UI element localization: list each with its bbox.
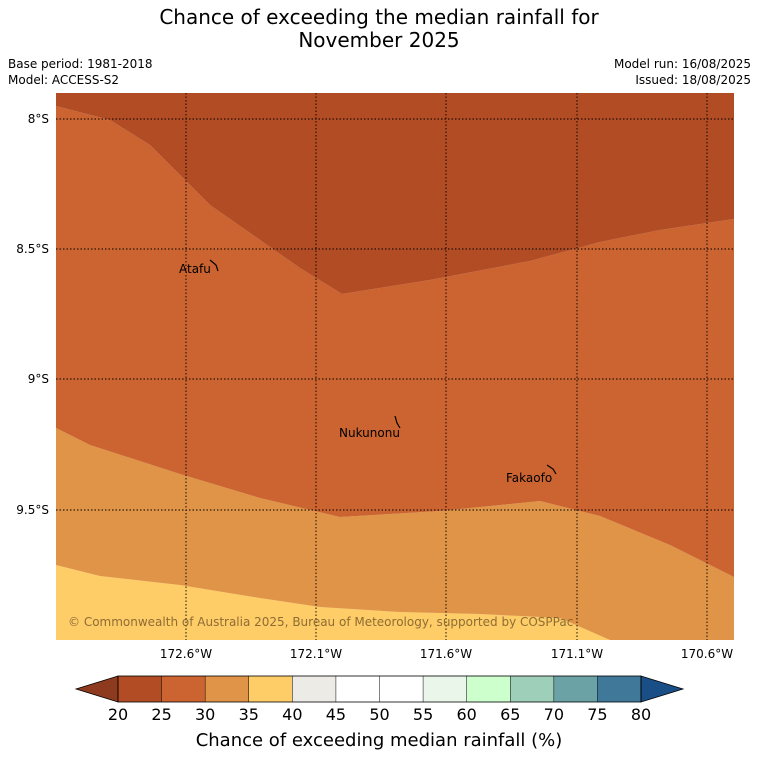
colorbar-tick-label: 50 <box>369 705 389 724</box>
colorbar-tick-label: 30 <box>195 705 215 724</box>
lat-label-9s: 9°S <box>28 372 49 386</box>
colorbar-segment <box>335 676 380 702</box>
model-run-date: Model run: 16/08/2025 <box>613 57 751 71</box>
map-panel: Atafu Nukunonu Fakaofo © Commonwealth of… <box>56 93 734 640</box>
colorbar-segment <box>379 676 424 702</box>
rainfall-band-25-30 <box>56 106 734 577</box>
model-name: Model: ACCESS-S2 <box>8 73 120 87</box>
colorbar-segment <box>292 676 336 702</box>
place-label-fakaofo: Fakaofo <box>506 471 552 485</box>
colorbar-tick-label: 65 <box>500 705 520 724</box>
colorbar-tick-label: 40 <box>282 705 302 724</box>
colorbar-segment <box>161 676 206 702</box>
lon-label-172-6w: 172.6°W <box>160 647 212 661</box>
colorbar-extend-high <box>640 675 685 703</box>
fakaofo-atoll-outline <box>546 464 557 475</box>
colorbar-segment <box>248 676 293 702</box>
map-title-line-1: Chance of exceeding the median rainfall … <box>159 5 599 29</box>
lon-label-171-6w: 171.6°W <box>420 647 472 661</box>
lon-label-171-1w: 171.1°W <box>551 647 603 661</box>
colorbar-segment <box>466 676 511 702</box>
map-title-line-2: November 2025 <box>298 28 460 52</box>
base-period: Base period: 1981-2018 <box>8 57 153 71</box>
colorbar-tick-label: 25 <box>151 705 171 724</box>
colorbar: 20 25 30 35 40 45 50 55 60 65 70 75 80 <box>74 675 685 724</box>
colorbar-tick-label: 80 <box>631 705 651 724</box>
colorbar-segment <box>423 676 467 702</box>
colorbar-segment <box>597 676 641 702</box>
colorbar-tick-label: 60 <box>456 705 476 724</box>
colorbar-segment <box>553 676 598 702</box>
rainfall-band-20-25 <box>56 93 734 294</box>
colorbar-segment <box>205 676 249 702</box>
lon-label-170-6w: 170.6°W <box>681 647 733 661</box>
place-label-nukunonu: Nukunonu <box>339 426 400 440</box>
colorbar-tick-label: 35 <box>239 705 259 724</box>
lat-label-8s: 8°S <box>28 112 49 126</box>
nukunonu-atoll-outline <box>394 415 401 429</box>
colorbar-segment <box>510 676 554 702</box>
colorbar-tick-label: 75 <box>587 705 607 724</box>
colorbar-extend-low <box>74 675 119 703</box>
place-label-atafu: Atafu <box>179 262 211 276</box>
colorbar-tick-label: 20 <box>108 705 128 724</box>
lon-label-172-1w: 172.1°W <box>290 647 342 661</box>
rainfall-band-35-40 <box>56 565 610 640</box>
colorbar-tick-label: 55 <box>413 705 433 724</box>
copyright-notice: © Commonwealth of Australia 2025, Bureau… <box>68 615 573 629</box>
colorbar-label: Chance of exceeding median rainfall (%) <box>195 730 563 751</box>
issued-date: Issued: 18/08/2025 <box>635 73 751 87</box>
colorbar-tick-label: 70 <box>544 705 564 724</box>
colorbar-segment <box>118 676 162 702</box>
graticule <box>56 93 734 640</box>
atafu-atoll-outline <box>209 259 219 272</box>
colorbar-tick-label: 45 <box>326 705 346 724</box>
lat-label-8-5s: 8.5°S <box>16 242 49 256</box>
lat-label-9-5s: 9.5°S <box>16 503 49 517</box>
rainfall-band-30-35 <box>56 428 734 640</box>
